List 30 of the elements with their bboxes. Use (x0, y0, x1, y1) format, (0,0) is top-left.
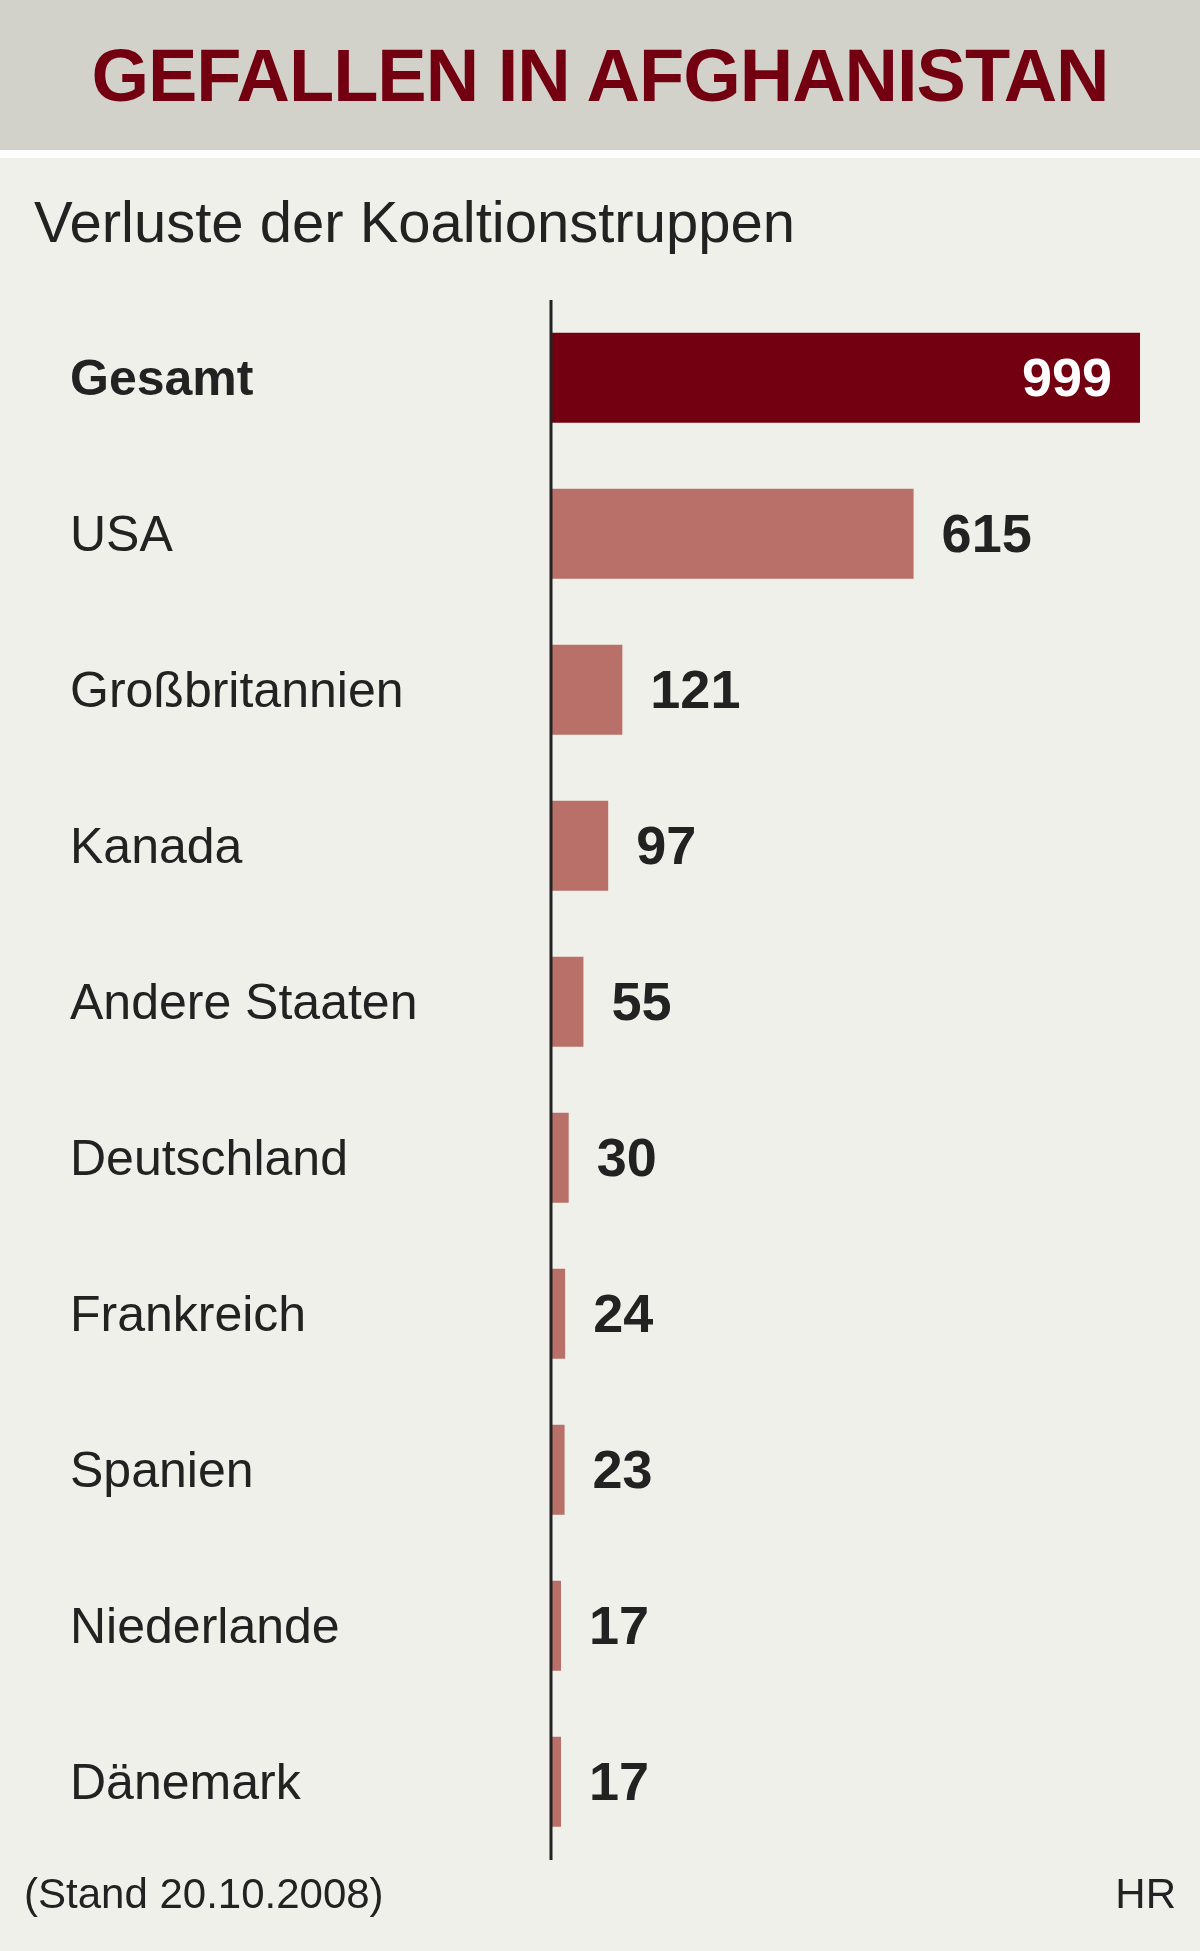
y-tick-label: Deutschland (70, 1130, 348, 1186)
data-label: 999 (1021, 346, 1112, 407)
y-tick-label: Dänemark (70, 1754, 302, 1810)
y-tick-label: Frankreich (70, 1286, 307, 1342)
bar (551, 1112, 569, 1203)
chart-subtitle: Verluste der Koaltionstruppen (33, 188, 796, 256)
bar (551, 644, 623, 735)
y-tick-label: Kanada (70, 818, 243, 874)
data-label: 17 (589, 1750, 650, 1811)
chart-title: GEFALLEN IN AFGHANISTAN (91, 32, 1109, 118)
y-tick-label: USA (70, 506, 174, 562)
data-label: 615 (941, 502, 1032, 563)
bar (551, 488, 914, 579)
y-tick-label: Niederlande (70, 1598, 340, 1654)
data-label: 23 (592, 1438, 653, 1499)
text: HR (1115, 1870, 1176, 1918)
text: (Stand 20.10.2008) (24, 1870, 384, 1918)
data-label: 30 (596, 1126, 657, 1187)
data-label: 17 (589, 1594, 650, 1655)
data-label: 24 (593, 1282, 654, 1343)
data-label: 55 (611, 970, 672, 1031)
bar (551, 800, 609, 891)
y-tick-label: Gesamt (70, 350, 254, 406)
bar (551, 956, 584, 1047)
y-tick-label: Andere Staaten (70, 974, 418, 1030)
y-tick-label: Großbritannien (70, 662, 404, 718)
data-label: 121 (650, 658, 741, 719)
y-tick-label: Spanien (70, 1442, 254, 1498)
data-label: 97 (636, 814, 697, 875)
bar (551, 332, 1140, 423)
